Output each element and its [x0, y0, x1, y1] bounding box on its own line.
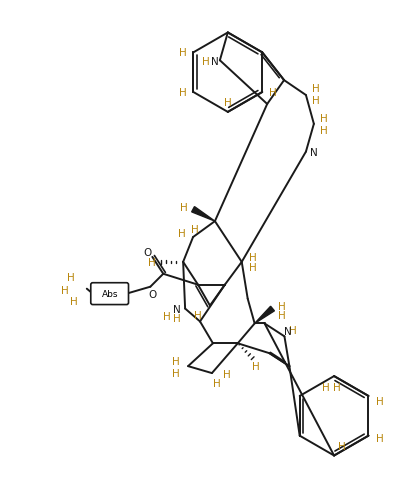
Text: H: H — [67, 272, 75, 282]
Text: Abs: Abs — [102, 289, 119, 299]
Text: H: H — [223, 369, 231, 379]
Text: O: O — [143, 247, 151, 257]
Text: H: H — [173, 314, 181, 324]
Text: H: H — [322, 382, 330, 392]
Text: H: H — [252, 362, 260, 371]
Text: H: H — [179, 48, 186, 58]
Text: H: H — [202, 57, 210, 67]
Text: H: H — [178, 228, 186, 239]
Text: H: H — [249, 262, 256, 272]
Text: H: H — [224, 98, 232, 108]
Text: H: H — [180, 203, 188, 213]
Text: H: H — [375, 396, 383, 406]
Text: H: H — [249, 252, 256, 262]
Text: H: H — [179, 88, 186, 98]
Text: H: H — [269, 88, 277, 98]
Text: H: H — [375, 433, 383, 443]
Text: H: H — [338, 440, 346, 451]
Text: H: H — [277, 311, 286, 321]
Text: O: O — [148, 289, 156, 299]
Text: H: H — [288, 326, 296, 336]
Text: H: H — [194, 311, 202, 321]
Text: H: H — [172, 368, 180, 378]
Text: H: H — [213, 378, 221, 388]
Text: H: H — [333, 382, 341, 392]
FancyBboxPatch shape — [91, 283, 128, 305]
Text: N: N — [211, 57, 219, 67]
Text: H: H — [172, 356, 180, 366]
Text: H: H — [312, 96, 320, 106]
Text: H: H — [320, 114, 328, 123]
Text: H: H — [191, 225, 199, 235]
Text: H: H — [163, 312, 171, 322]
Text: H: H — [277, 301, 286, 311]
Text: H: H — [312, 84, 320, 94]
Text: H: H — [149, 257, 156, 267]
Text: N: N — [284, 327, 291, 337]
Polygon shape — [192, 207, 215, 222]
Text: N: N — [310, 147, 318, 157]
Text: H: H — [70, 296, 78, 306]
Text: N: N — [173, 304, 181, 314]
Polygon shape — [255, 307, 275, 324]
Text: H: H — [320, 125, 328, 136]
Text: H: H — [61, 285, 69, 295]
